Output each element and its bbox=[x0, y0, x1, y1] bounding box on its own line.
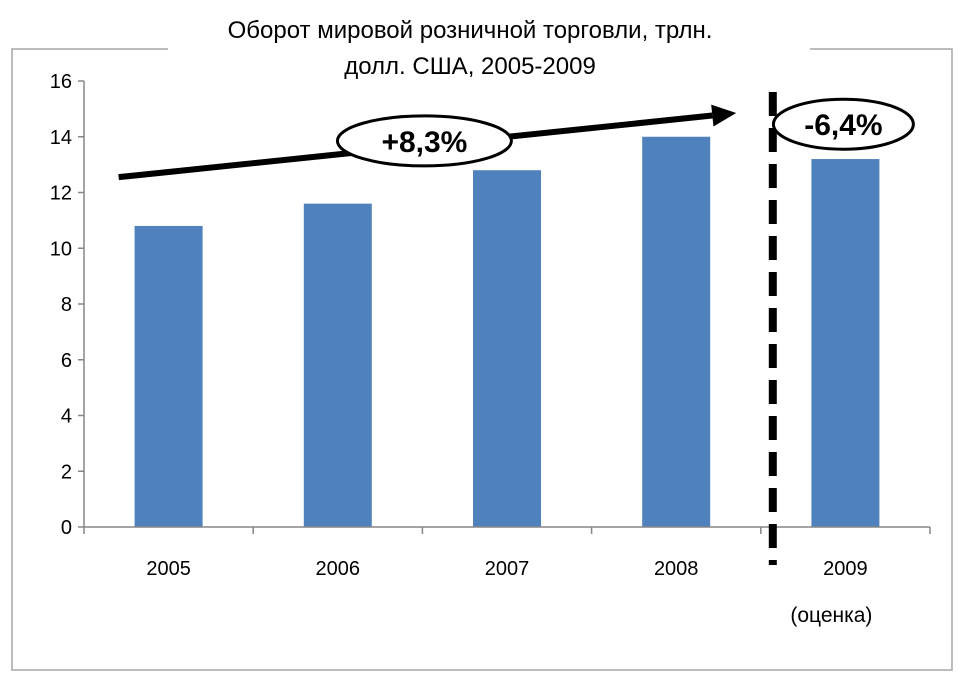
bar-2009 bbox=[811, 159, 880, 528]
growth-callout bbox=[335, 114, 513, 168]
y-tick-label: 10 bbox=[50, 238, 72, 260]
chart-title-line-1: Оборот мировой розничной торговли, трлн. bbox=[228, 17, 713, 44]
decline-callout-label: -6,4% bbox=[804, 109, 882, 142]
x-axis: 2005 2006 2007 2008 2009 bbox=[83, 526, 931, 580]
y-tick-label: 16 bbox=[50, 71, 72, 93]
bar-2006 bbox=[303, 203, 372, 527]
bar-2008 bbox=[642, 136, 711, 527]
decline-callout bbox=[771, 97, 915, 151]
x-tick-label: 2005 bbox=[146, 558, 191, 580]
chart-title-line-2: долл. США, 2005-2009 bbox=[344, 53, 596, 80]
y-tick-label: 8 bbox=[61, 294, 72, 316]
x-tick-label: 2006 bbox=[316, 558, 361, 580]
bar-2007 bbox=[473, 170, 541, 527]
y-axis: 0 2 4 6 8 10 12 14 16 bbox=[50, 71, 85, 539]
bar-2005 bbox=[134, 225, 203, 527]
trend-arrow-head bbox=[711, 104, 737, 127]
bars bbox=[134, 136, 880, 528]
y-tick-label: 6 bbox=[61, 350, 72, 372]
growth-callout-label: +8,3% bbox=[381, 126, 467, 159]
x-tick-label: 2009 bbox=[823, 558, 868, 580]
chart-frame bbox=[11, 48, 953, 671]
category-note-estimate: (оценка) bbox=[790, 604, 872, 627]
y-tick-label: 4 bbox=[61, 406, 72, 428]
y-tick-label: 12 bbox=[50, 183, 72, 205]
y-tick-label: 14 bbox=[50, 127, 72, 149]
y-tick-label: 2 bbox=[61, 461, 72, 483]
x-tick-label: 2008 bbox=[654, 558, 699, 580]
y-tick-label: 0 bbox=[61, 517, 72, 539]
x-tick-label: 2007 bbox=[485, 558, 530, 580]
